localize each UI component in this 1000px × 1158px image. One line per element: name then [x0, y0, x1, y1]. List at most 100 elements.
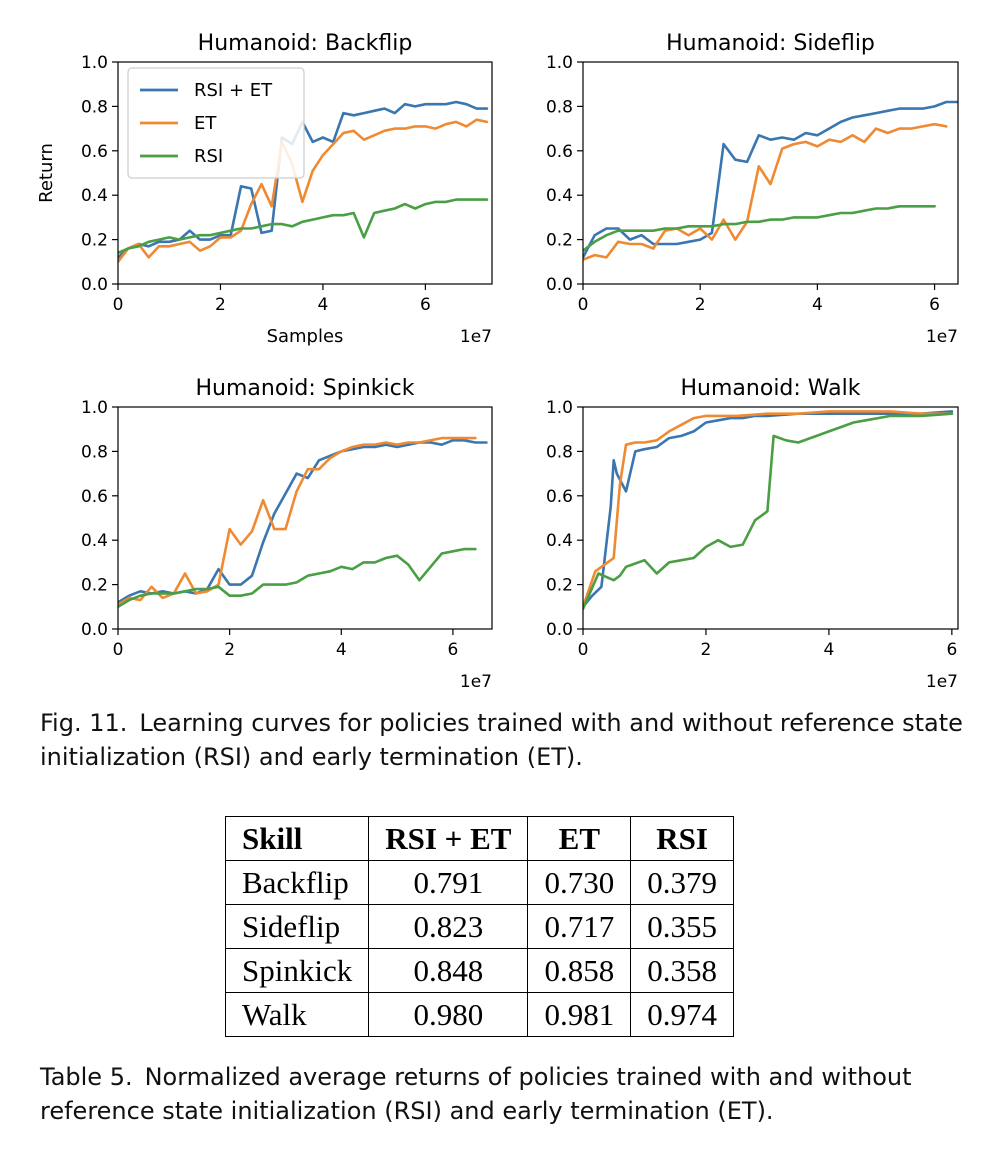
- plot-title: Humanoid: Backflip: [198, 31, 413, 56]
- x-tick-label: 4: [336, 640, 347, 660]
- table-cell: 0.791: [368, 860, 529, 905]
- table-cell: Spinkick: [224, 948, 370, 993]
- plot-title: Humanoid: Sideflip: [666, 31, 875, 56]
- y-tick-label: 0.6: [81, 142, 108, 162]
- series-group: [583, 410, 954, 611]
- legend-box: [127, 67, 305, 179]
- table-row: Backflip 0.791 0.730 0.379: [224, 860, 734, 905]
- series-line-rsi: [583, 412, 954, 611]
- plot-sideflip: 0.0 0.2 0.4 0.6 0.8 1.0 0 2 4 6 1e7 Humanoid: Sidef…: [546, 31, 959, 347]
- y-tick-label: 1.0: [546, 53, 573, 73]
- table-cell: 0.358: [630, 948, 734, 993]
- axes-frame: [582, 61, 959, 285]
- table-cell: 0.981: [527, 992, 632, 1037]
- x-tick-label: 2: [215, 295, 226, 315]
- table-cell: Backflip: [224, 860, 370, 905]
- y-tick-label: 0.8: [546, 442, 573, 462]
- x-offset-label: 1e7: [926, 672, 958, 692]
- legend-label-rsi: RSI: [194, 146, 223, 167]
- results-table: Skill RSI + ET ET RSI Backflip 0.791 0.7…: [224, 816, 734, 1037]
- figure-caption-text: Learning curves for policies trained wit…: [40, 709, 963, 771]
- y-tick-label: 0.6: [81, 487, 108, 507]
- table-caption-label: Table 5.: [40, 1063, 133, 1091]
- x-offset-label: 1e7: [926, 327, 958, 347]
- legend: RSI + ET ET RSI: [127, 67, 305, 179]
- y-tick-label: 0.8: [81, 442, 108, 462]
- axes-frame: [117, 61, 493, 285]
- x-axis-label: Samples: [267, 326, 344, 347]
- plot-backflip: 0.0 0.2 0.4 0.6 0.8 1.0 0 2 4 6 1e7 Humanoid: Backf…: [36, 31, 493, 347]
- table-row: Sideflip 0.823 0.717 0.355: [224, 904, 734, 949]
- table-cell: 0.974: [630, 992, 734, 1037]
- y-tick-label: 1.0: [81, 53, 108, 73]
- series-line-et: [118, 118, 489, 264]
- x-tick-label: 6: [929, 295, 940, 315]
- x-offset-label: 1e7: [460, 672, 492, 692]
- table-cell: 0.980: [368, 992, 529, 1037]
- series-line-rsi-et: [583, 410, 954, 609]
- series-line-rsi: [583, 205, 936, 252]
- table-cell: 0.717: [527, 904, 632, 949]
- table-cell: 0.823: [368, 904, 529, 949]
- y-tick-label: 0.0: [546, 620, 573, 640]
- series-group: [583, 100, 958, 261]
- y-tick-label: 0.4: [546, 186, 573, 206]
- y-tick-label: 0.0: [81, 275, 108, 295]
- y-tick-label: 0.0: [81, 620, 108, 640]
- figure-caption-label: Fig. 11.: [40, 709, 128, 737]
- series-line-rsi: [118, 198, 489, 255]
- table-cell: 0.858: [527, 948, 632, 993]
- axes-frame: [582, 406, 959, 630]
- x-tick-label: 2: [224, 640, 235, 660]
- y-tick-label: 0.8: [546, 97, 573, 117]
- plot-title: Humanoid: Walk: [681, 376, 861, 401]
- axes-frame: [117, 406, 493, 630]
- table-row: Walk 0.980 0.981 0.974: [224, 992, 734, 1037]
- series-group: [118, 436, 488, 609]
- x-tick-label: 0: [113, 640, 124, 660]
- series-line-et: [118, 436, 477, 606]
- x-tick-label: 6: [946, 640, 957, 660]
- table-header-row: Skill RSI + ET ET RSI: [224, 816, 734, 861]
- y-tick-label: 0.2: [546, 576, 573, 596]
- x-tick-label: 6: [420, 295, 431, 315]
- y-tick-label: 1.0: [546, 398, 573, 418]
- y-tick-label: 0.4: [81, 186, 108, 206]
- y-tick-label: 0.6: [546, 487, 573, 507]
- x-tick-label: 0: [113, 295, 124, 315]
- y-tick-label: 0.0: [546, 275, 573, 295]
- legend-label-et: ET: [194, 113, 217, 134]
- y-tick-label: 0.2: [81, 231, 108, 251]
- series-line-rsi-et: [583, 100, 958, 259]
- x-tick-label: 4: [318, 295, 329, 315]
- y-tick-label: 0.2: [81, 576, 108, 596]
- series-line-et: [583, 410, 954, 609]
- table-header-cell: RSI: [630, 816, 734, 861]
- table-cell: 0.355: [630, 904, 734, 949]
- series-line-et: [583, 122, 948, 261]
- table-cell: Walk: [224, 992, 370, 1037]
- table-row: Spinkick 0.848 0.858 0.358: [224, 948, 734, 993]
- table-caption-text: Normalized average returns of policies t…: [40, 1063, 912, 1125]
- y-tick-label: 0.6: [546, 142, 573, 162]
- table-cell: 0.379: [630, 860, 734, 905]
- plot-title: Humanoid: Spinkick: [196, 376, 415, 401]
- y-tick-label: 1.0: [81, 398, 108, 418]
- y-tick-label: 0.8: [81, 97, 108, 117]
- y-tick-label: 0.4: [81, 531, 108, 551]
- x-tick-label: 0: [578, 640, 589, 660]
- plot-walk: 0.0 0.2 0.4 0.6 0.8 1.0 0 2 4 6 1e7 Humanoid: Walk: [546, 376, 959, 692]
- y-axis-label: Return: [36, 143, 57, 203]
- y-tick-label: 0.2: [546, 231, 573, 251]
- x-tick-label: 6: [448, 640, 459, 660]
- x-tick-label: 2: [695, 295, 706, 315]
- table-header-cell: Skill: [224, 816, 370, 861]
- table-header-cell: ET: [527, 816, 632, 861]
- y-tick-label: 0.4: [546, 531, 573, 551]
- table-caption: Table 5. Normalized average returns of po…: [40, 1060, 975, 1128]
- x-tick-label: 4: [812, 295, 823, 315]
- x-offset-label: 1e7: [460, 327, 492, 347]
- table-cell: Sideflip: [224, 904, 370, 949]
